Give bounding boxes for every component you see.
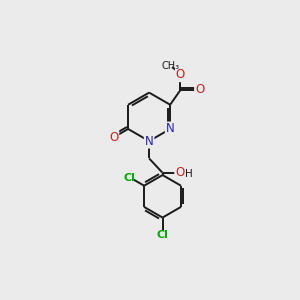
Text: N: N <box>166 122 175 136</box>
Text: O: O <box>109 131 118 144</box>
Text: O: O <box>195 83 204 97</box>
Text: N: N <box>145 135 154 148</box>
Text: O: O <box>176 68 185 81</box>
Text: CH₃: CH₃ <box>161 61 179 71</box>
Text: O: O <box>175 166 184 179</box>
Text: Cl: Cl <box>157 230 169 240</box>
Text: H: H <box>184 169 192 179</box>
Text: Cl: Cl <box>123 173 135 183</box>
